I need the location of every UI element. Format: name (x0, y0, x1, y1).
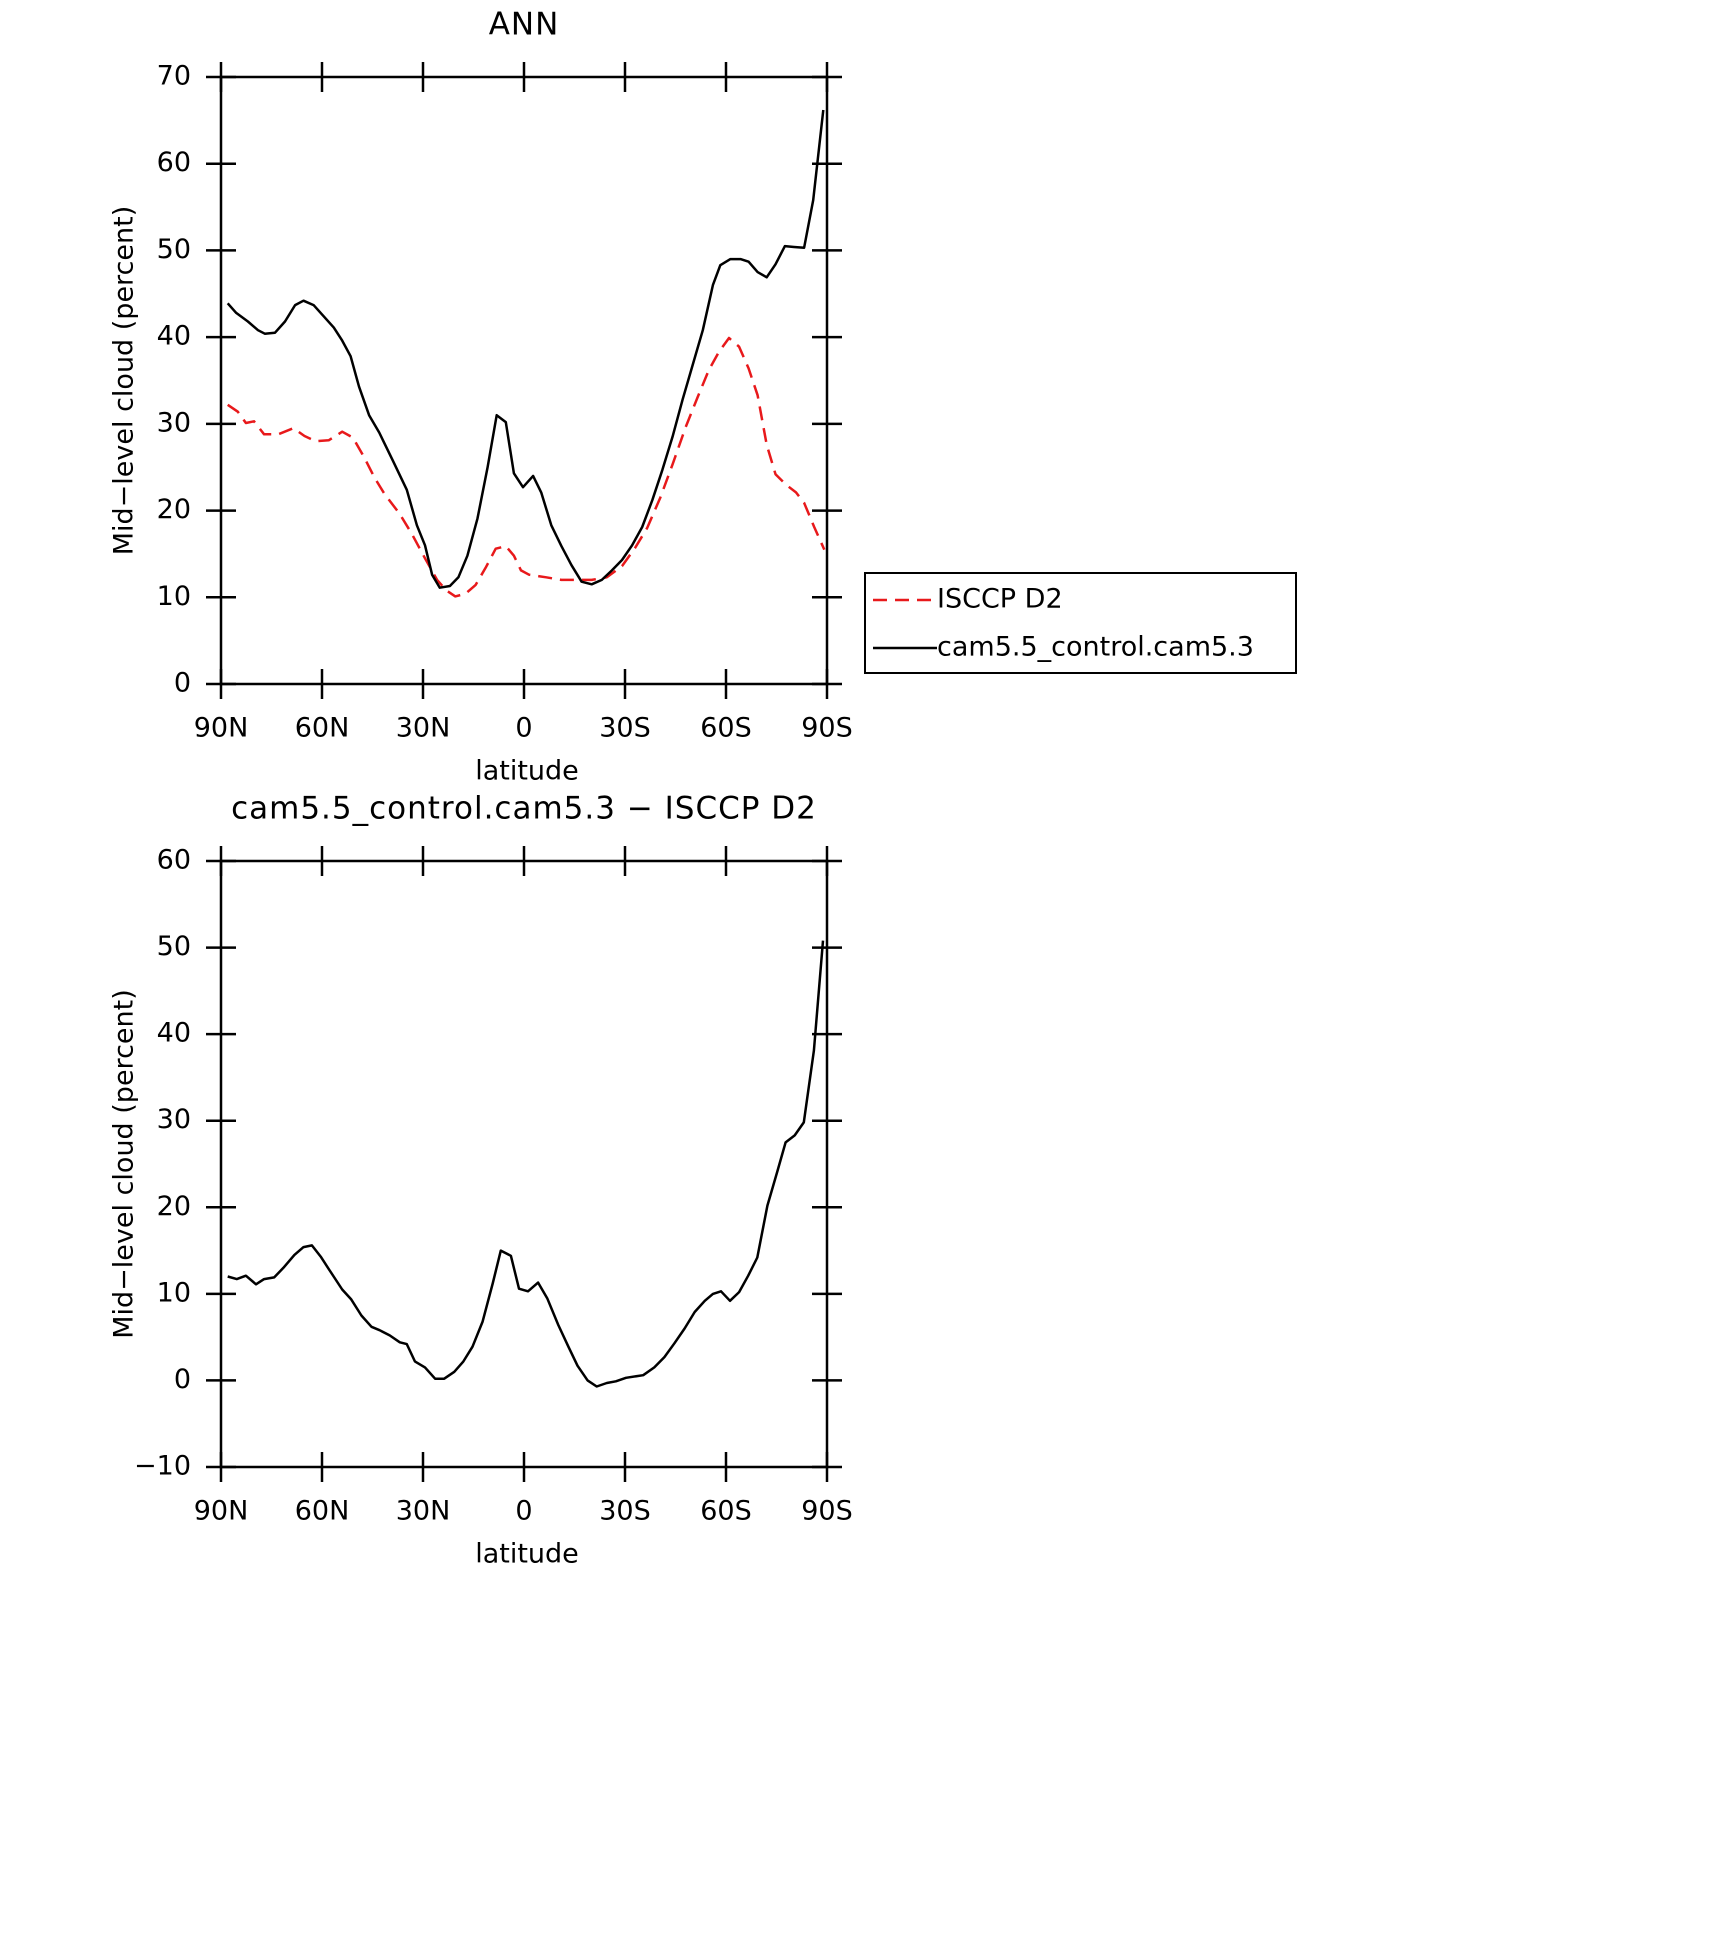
chart-title: ANN (489, 7, 560, 43)
x-tick-label: 90N (194, 713, 249, 744)
x-tick-label: 60N (295, 713, 350, 744)
x-tick-label: 0 (515, 713, 532, 744)
x-tick-label: 90N (194, 1496, 249, 1527)
legend-box (864, 572, 1297, 674)
x-tick-label: 30N (396, 713, 451, 744)
plot-frame (219, 859, 829, 1469)
legend-label: ISCCP D2 (937, 584, 1063, 615)
x-tick-label: 90S (801, 1496, 853, 1527)
x-tick-label: 90S (801, 713, 853, 744)
y-tick-label: 20 (157, 494, 191, 525)
y-tick-label: 10 (157, 581, 191, 612)
y-tick-label: 30 (157, 1104, 191, 1135)
y-tick-label: 0 (174, 1364, 191, 1395)
y-tick-label: 20 (157, 1191, 191, 1222)
y-axis-label: Mid−level cloud (percent) (109, 206, 140, 556)
x-tick-label: 30S (599, 1496, 651, 1527)
series-line (226, 109, 825, 589)
y-tick-label: 0 (174, 668, 191, 699)
plot-frame (219, 75, 829, 686)
y-tick-label: 70 (157, 61, 191, 92)
x-tick-label: 30S (599, 713, 651, 744)
y-tick-label: −10 (134, 1451, 191, 1482)
chart-title: cam5.5_control.cam5.3 − ISCCP D2 (231, 791, 817, 827)
x-axis-label: latitude (475, 756, 579, 787)
y-tick-label: 40 (157, 321, 191, 352)
y-axis-label: Mid−level cloud (percent) (109, 989, 140, 1339)
x-tick-label: 60S (700, 713, 752, 744)
x-tick-label: 60S (700, 1496, 752, 1527)
x-tick-label: 30N (396, 1496, 451, 1527)
y-tick-label: 10 (157, 1277, 191, 1308)
y-tick-label: 40 (157, 1018, 191, 1049)
x-tick-label: 0 (515, 1496, 532, 1527)
y-tick-label: 30 (157, 407, 191, 438)
x-tick-label: 60N (295, 1496, 350, 1527)
y-tick-label: 50 (157, 234, 191, 265)
y-tick-label: 60 (157, 845, 191, 876)
series-line (227, 940, 825, 1388)
y-tick-label: 60 (157, 147, 191, 178)
legend-label: cam5.5_control.cam5.3 (937, 632, 1254, 663)
y-tick-label: 50 (157, 931, 191, 962)
series-line (226, 336, 826, 598)
x-axis-label: latitude (475, 1539, 579, 1570)
